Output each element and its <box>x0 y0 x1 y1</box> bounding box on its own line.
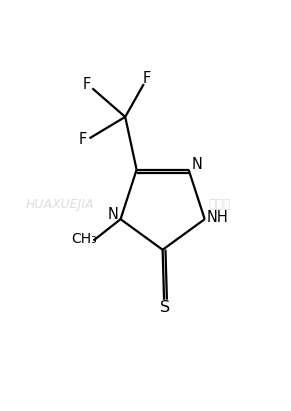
Text: F: F <box>83 76 91 92</box>
Text: 化学加: 化学加 <box>208 198 231 210</box>
Text: N: N <box>191 157 202 172</box>
Text: F: F <box>143 72 151 86</box>
Text: S: S <box>159 300 170 315</box>
Text: N: N <box>108 208 119 222</box>
Text: NH: NH <box>207 210 228 225</box>
Text: F: F <box>79 132 87 147</box>
Text: HUAXUEJIA: HUAXUEJIA <box>26 198 94 210</box>
Text: CH₃: CH₃ <box>71 232 97 246</box>
